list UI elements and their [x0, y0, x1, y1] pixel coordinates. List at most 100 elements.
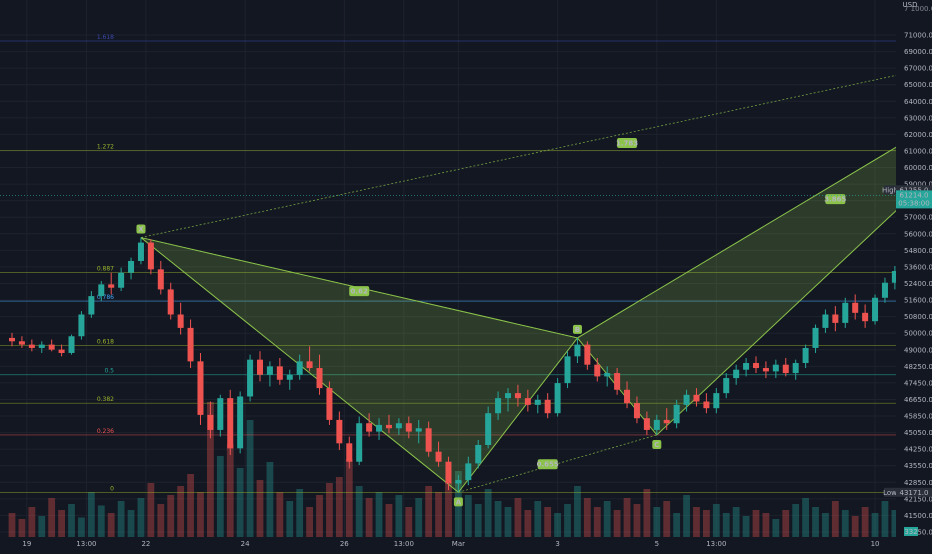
- candle-body[interactable]: [326, 388, 332, 420]
- volume-bar: [743, 516, 750, 537]
- candle-body[interactable]: [168, 289, 174, 314]
- candle-body[interactable]: [773, 365, 779, 372]
- candle-body[interactable]: [356, 423, 362, 461]
- candle-body[interactable]: [148, 243, 154, 270]
- candle-body[interactable]: [336, 420, 342, 443]
- candle-body[interactable]: [207, 415, 213, 430]
- candle-body[interactable]: [386, 425, 392, 428]
- candle-body[interactable]: [307, 361, 313, 368]
- candle-body[interactable]: [842, 303, 848, 323]
- candle-body[interactable]: [832, 315, 838, 323]
- volume-bar: [78, 518, 85, 538]
- candle-body[interactable]: [862, 313, 868, 321]
- candle-body[interactable]: [813, 328, 819, 348]
- candle-body[interactable]: [188, 328, 194, 361]
- candle-body[interactable]: [545, 400, 551, 413]
- candle-body[interactable]: [614, 373, 620, 390]
- volume-bar: [435, 492, 442, 537]
- candle-body[interactable]: [9, 338, 15, 341]
- candle-body[interactable]: [525, 398, 531, 405]
- candle-body[interactable]: [485, 413, 491, 445]
- candle-body[interactable]: [39, 345, 45, 348]
- candle-body[interactable]: [19, 341, 25, 344]
- candle-body[interactable]: [297, 361, 303, 374]
- candle-body[interactable]: [822, 315, 828, 328]
- candle-body[interactable]: [664, 420, 670, 423]
- candle-body[interactable]: [763, 368, 769, 371]
- candle-body[interactable]: [406, 423, 412, 431]
- candle-body[interactable]: [108, 284, 114, 287]
- candle-body[interactable]: [138, 243, 144, 261]
- candle-body[interactable]: [535, 400, 541, 405]
- candle-body[interactable]: [426, 428, 432, 451]
- candle-body[interactable]: [555, 383, 561, 413]
- candle-body[interactable]: [29, 345, 35, 348]
- candle-body[interactable]: [346, 443, 352, 461]
- candle-body[interactable]: [783, 365, 789, 373]
- candle-body[interactable]: [654, 420, 660, 430]
- candle-body[interactable]: [793, 363, 799, 373]
- candle-body[interactable]: [178, 315, 184, 328]
- candle-body[interactable]: [852, 303, 858, 313]
- candle-body[interactable]: [624, 390, 630, 403]
- candle-body[interactable]: [227, 398, 233, 448]
- candle-body[interactable]: [644, 418, 650, 430]
- candle-body[interactable]: [515, 393, 521, 398]
- candle-body[interactable]: [287, 375, 293, 380]
- candle-body[interactable]: [158, 269, 164, 289]
- volume-bar: [227, 444, 234, 537]
- candle-body[interactable]: [803, 348, 809, 363]
- candle-body[interactable]: [98, 284, 104, 296]
- candle-body[interactable]: [49, 345, 55, 350]
- candle-body[interactable]: [257, 360, 263, 375]
- candle-body[interactable]: [882, 283, 888, 298]
- candle-body[interactable]: [594, 365, 600, 377]
- candle-body[interactable]: [872, 298, 878, 321]
- candle-body[interactable]: [743, 363, 749, 370]
- candle-body[interactable]: [733, 370, 739, 378]
- candle-body[interactable]: [753, 363, 759, 368]
- candle-body[interactable]: [684, 395, 690, 405]
- candle-body[interactable]: [723, 378, 729, 393]
- volume-bar: [237, 468, 244, 537]
- candle-body[interactable]: [59, 350, 65, 353]
- candle-body[interactable]: [128, 261, 134, 273]
- candle-body[interactable]: [317, 368, 323, 388]
- candle-body[interactable]: [634, 403, 640, 418]
- candle-body[interactable]: [565, 356, 571, 383]
- candle-body[interactable]: [455, 480, 461, 483]
- candle-body[interactable]: [465, 463, 471, 480]
- candle-body[interactable]: [118, 273, 124, 288]
- candle-body[interactable]: [713, 393, 719, 408]
- candle-body[interactable]: [88, 296, 94, 314]
- candle-body[interactable]: [416, 428, 422, 431]
- candle-body[interactable]: [505, 393, 511, 398]
- candle-body[interactable]: [376, 425, 382, 432]
- y-tick-label: 71000.0: [904, 32, 932, 40]
- volume-bar: [19, 519, 26, 537]
- x-tick-label: 24: [241, 540, 250, 548]
- candle-body[interactable]: [445, 462, 451, 484]
- candle-body[interactable]: [604, 373, 610, 376]
- candle-body[interactable]: [693, 395, 699, 402]
- candle-body[interactable]: [78, 315, 84, 337]
- candle-body[interactable]: [197, 361, 203, 415]
- point-marker-label: B: [575, 326, 580, 334]
- candle-body[interactable]: [277, 366, 283, 379]
- volume-badge-label: 332: [904, 528, 917, 536]
- candle-body[interactable]: [396, 423, 402, 428]
- candle-body[interactable]: [217, 398, 223, 430]
- candle-body[interactable]: [475, 445, 481, 463]
- candle-body[interactable]: [574, 345, 580, 357]
- candle-body[interactable]: [366, 423, 372, 431]
- candle-body[interactable]: [237, 396, 243, 448]
- candle-body[interactable]: [267, 366, 273, 374]
- candle-body[interactable]: [247, 360, 253, 397]
- candle-body[interactable]: [495, 398, 501, 413]
- candle-body[interactable]: [69, 336, 75, 353]
- candle-body[interactable]: [703, 401, 709, 408]
- candle-body[interactable]: [436, 452, 442, 462]
- candle-body[interactable]: [674, 405, 680, 423]
- candle-body[interactable]: [584, 345, 590, 365]
